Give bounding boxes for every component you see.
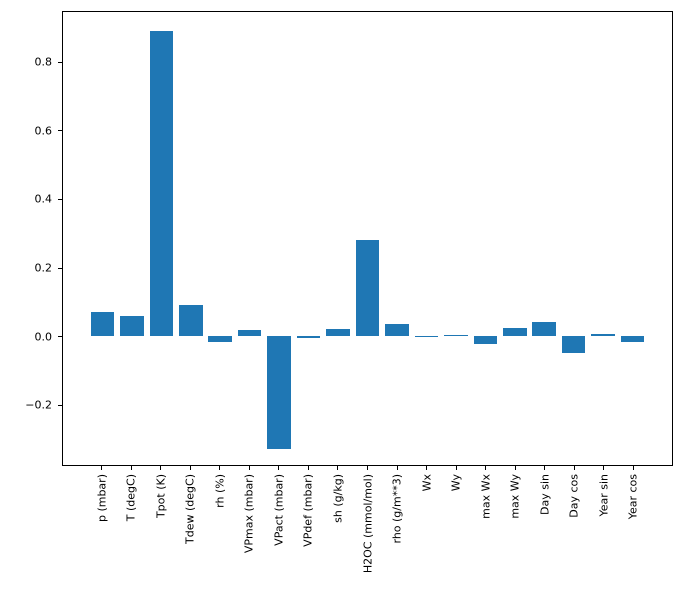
bar-sh-g-kg [326, 329, 350, 337]
x-tick-mark [307, 466, 309, 470]
y-tick-label: 0.6 [34, 124, 53, 138]
x-tick-label-wy: Wy [449, 474, 463, 492]
y-tick-label: 0.4 [34, 192, 53, 206]
y-tick-mark [58, 198, 62, 200]
x-tick-mark [573, 466, 575, 470]
x-tick-label-h2oc-mmol-mol: H2OC (mmol/mol) [361, 474, 374, 574]
x-tick-label-vpact-mbar: VPact (mbar) [272, 474, 286, 546]
bar-wy [444, 335, 468, 337]
y-tick-label: 0.2 [34, 261, 53, 275]
y-tick-mark [58, 130, 62, 132]
x-tick-mark [396, 466, 398, 470]
y-axis: 0.8 0.6 0.4 0.2 0.0 −0.2 [0, 11, 62, 466]
bar-p-mbar [90, 312, 115, 337]
y-tick-mark [58, 61, 62, 63]
bar-max-wx [473, 336, 498, 345]
x-axis: p (mbar) T (degC) Tpot (K) Tdew (degC) rh (%… [62, 466, 673, 616]
x-tick-mark [426, 466, 428, 470]
bar-rh [208, 336, 233, 342]
y-tick-label: 0.8 [34, 55, 53, 69]
bar-tpot-k [149, 31, 174, 337]
y-tick-mark [58, 336, 62, 338]
bar-max-wy [502, 328, 527, 337]
x-tick-label-day-cos: Day cos [567, 474, 581, 518]
bar-vpdef-mbar [296, 336, 321, 339]
x-tick-mark [367, 466, 368, 470]
plot-area [62, 11, 673, 466]
bar-year-cos [620, 336, 645, 342]
x-tick-mark [603, 466, 605, 470]
x-tick-mark [248, 466, 250, 470]
x-tick-label-t-degc: T (degC) [124, 474, 138, 522]
x-tick-mark [485, 466, 487, 470]
x-tick-mark [337, 466, 339, 470]
bar-day-cos [561, 336, 586, 354]
x-tick-mark [514, 466, 516, 470]
bar-rho-g-m-3 [385, 324, 409, 337]
bar-vpact-mbar [267, 336, 291, 449]
bar-day-sin [532, 322, 556, 337]
bar-vpmax-mbar [237, 330, 262, 337]
x-tick-mark [219, 466, 221, 470]
x-tick-label-vpmax-mbar: VPmax (mbar) [242, 474, 256, 554]
x-tick-label-rh: rh (%) [213, 474, 227, 508]
x-tick-mark [278, 466, 280, 470]
x-tick-mark [455, 466, 457, 470]
x-tick-mark [101, 466, 103, 470]
x-tick-label-sh-g-kg: sh (g/kg) [331, 474, 345, 523]
x-tick-mark [632, 466, 634, 470]
x-tick-label-rho-g-m-3: rho (g/m**3) [390, 474, 404, 544]
x-tick-mark [544, 466, 546, 470]
y-tick-mark [58, 267, 62, 269]
x-tick-label-year-cos: Year cos [626, 474, 640, 520]
x-tick-mark [189, 466, 191, 470]
x-tick-label-day-sin: Day sin [538, 474, 552, 515]
bar-tdew-degc [179, 304, 203, 337]
bar-t-degc [120, 316, 144, 337]
y-tick-label: −0.2 [25, 398, 52, 412]
x-tick-label-tpot-k: Tpot (K) [154, 474, 168, 519]
x-tick-label-year-sin: Year sin [597, 474, 611, 517]
y-tick-mark [58, 404, 62, 406]
x-tick-mark [160, 466, 162, 470]
x-tick-label-tdew-degc: Tdew (degC) [183, 474, 197, 544]
x-tick-mark [130, 466, 132, 470]
bar-year-sin [591, 334, 615, 337]
x-tick-label-max-wx: max Wx [479, 474, 493, 519]
x-tick-label-max-wy: max Wy [508, 474, 522, 519]
y-tick-label: 0.0 [34, 330, 53, 344]
x-tick-label-vpdef-mbar: VPdef (mbar) [301, 474, 315, 547]
x-tick-label-p-mbar: p (mbar) [95, 474, 109, 523]
x-tick-label-wx: Wx [420, 474, 434, 492]
bar-h2oc-mmol-mol [355, 239, 380, 337]
